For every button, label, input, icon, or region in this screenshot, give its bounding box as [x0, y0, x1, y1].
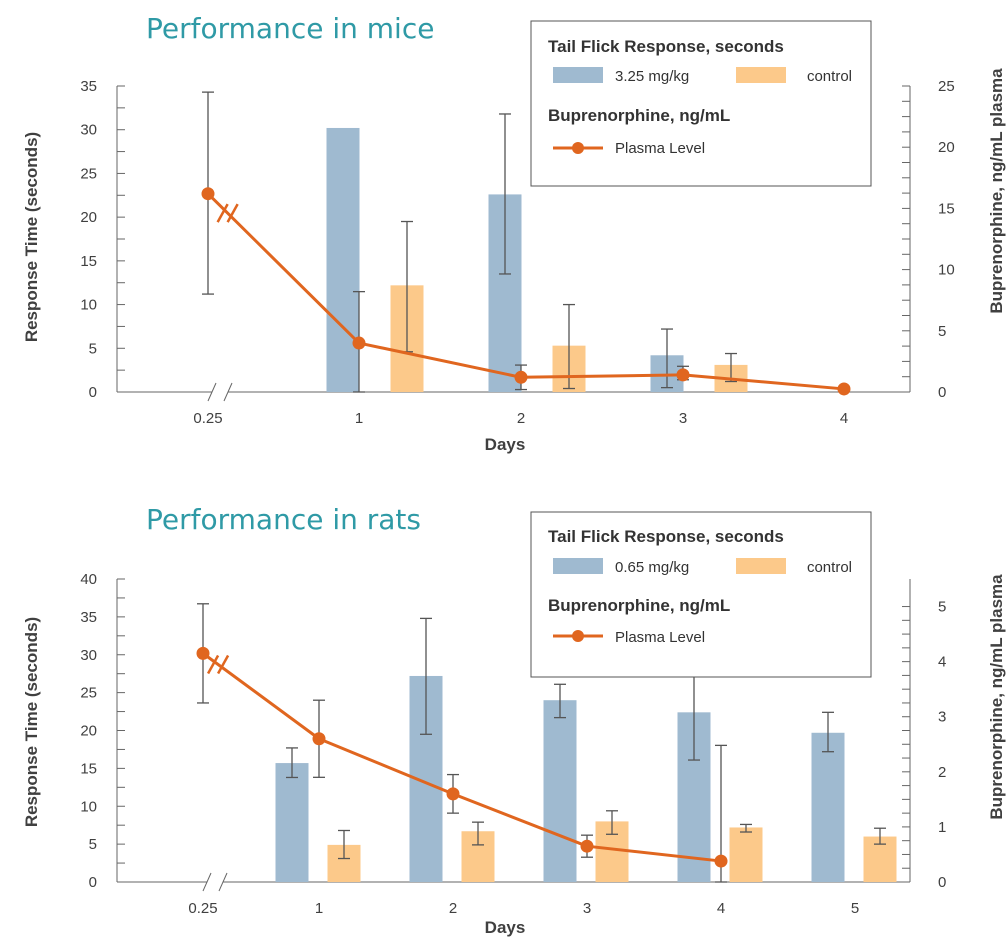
rats-x-tick-label: 3	[583, 900, 591, 917]
rats-y-axis-label: Response Time (seconds)	[22, 617, 41, 827]
mice-legend: Tail Flick Response, seconds 3.25 mg/kg …	[530, 20, 872, 187]
mice-plasma-point	[676, 368, 690, 382]
rats-y2-tick-label: 3	[938, 709, 946, 726]
rats-x-axis-break-mark	[202, 872, 212, 892]
rats-y2-tick-label: 4	[938, 654, 946, 671]
mice-y2-tick-label: 5	[938, 323, 946, 340]
rats-plasma-point	[312, 732, 326, 746]
mice-legend-box	[530, 20, 872, 187]
rats-plasma-point	[580, 839, 594, 853]
mice-y-tick-label: 25	[80, 165, 97, 182]
mice-y2-axis-label: Buprenorphine, ng/mL plasma	[987, 68, 1006, 314]
rats-legend: Tail Flick Response, seconds 0.65 mg/kg …	[530, 511, 872, 678]
rats-y-tick-label: 20	[80, 723, 97, 740]
rats-plasma-point	[714, 854, 728, 868]
mice-y2-tick-label: 0	[938, 384, 946, 401]
rats-x-axis-break-mark	[218, 872, 228, 892]
rats-bar-control	[729, 827, 763, 882]
mice-y2-tick-label: 20	[938, 139, 955, 156]
rats-y-tick-label: 35	[80, 609, 97, 626]
mice-bar-dose	[326, 127, 360, 393]
rats-bar-dose	[543, 700, 577, 882]
rats-bar-dose	[811, 732, 845, 882]
mice-legend-swatch-plasma-marker	[572, 142, 584, 154]
mice-legend-label-plasma: Plasma Level	[615, 140, 705, 157]
rats-x-tick-label: 4	[717, 900, 725, 917]
rats-x-tick-label: 1	[315, 900, 323, 917]
mice-plasma-point	[514, 370, 528, 384]
mice-y-tick-label: 0	[89, 384, 97, 401]
mice-y-tick-label: 35	[80, 78, 97, 95]
rats-y-tick-label: 25	[80, 685, 97, 702]
rats-legend-label-control: control	[807, 559, 852, 576]
mice-x-axis-break-mark	[223, 382, 233, 402]
rats-y-tick-label: 40	[80, 571, 97, 588]
rats-legend-swatch-plasma-marker	[572, 630, 584, 642]
rats-legend-swatch-control	[736, 558, 786, 574]
mice-x-tick-label: 0.25	[193, 410, 222, 427]
rats-y2-tick-label: 1	[938, 819, 946, 836]
mice-chart-title: Performance in mice	[146, 12, 434, 45]
rats-x-tick-label: 5	[851, 900, 859, 917]
mice-plasma-point	[352, 336, 366, 350]
mice-legend-label-control: control	[807, 68, 852, 85]
rats-x-tick-label: 0.25	[188, 900, 217, 917]
rats-y-tick-label: 10	[80, 798, 97, 815]
rats-plasma-line-break-mark	[216, 654, 230, 675]
mice-y-tick-label: 30	[80, 122, 97, 139]
mice-y2-tick-label: 25	[938, 78, 955, 95]
rats-bar-dose	[275, 763, 309, 882]
mice-legend-swatch-control	[736, 67, 786, 83]
rats-x-axis-label: Days	[485, 918, 526, 937]
rats-legend-label-plasma: Plasma Level	[615, 629, 705, 646]
rats-plasma-point	[446, 787, 460, 801]
mice-legend-label-dose: 3.25 mg/kg	[615, 68, 689, 85]
mice-x-tick-label: 4	[840, 410, 848, 427]
rats-y-tick-label: 5	[89, 836, 97, 853]
mice-plasma-point	[201, 187, 215, 201]
mice-x-tick-label: 1	[355, 410, 363, 427]
mice-x-tick-label: 3	[679, 410, 687, 427]
rats-y-tick-label: 0	[89, 874, 97, 891]
mice-y-tick-label: 20	[80, 209, 97, 226]
mice-plasma-line	[206, 192, 845, 391]
rats-legend-swatch-dose	[553, 558, 603, 574]
mice-y2-tick-label: 10	[938, 262, 955, 279]
rats-x-tick-label: 2	[449, 900, 457, 917]
rats-legend-line-header: Buprenorphine, ng/mL	[548, 596, 730, 615]
mice-x-axis-break-mark	[207, 382, 217, 402]
mice-legend-line-header: Buprenorphine, ng/mL	[548, 106, 730, 125]
rats-y2-axis-label: Buprenorphine, ng/mL plasma	[987, 574, 1006, 820]
rats-plasma-point	[196, 646, 210, 660]
rats-plasma-line-break-mark	[206, 654, 220, 675]
mice-plasma-line-break-mark	[226, 203, 239, 223]
mice-plasma-point	[837, 382, 851, 396]
mice-x-axis-label: Days	[485, 435, 526, 454]
mice-y-tick-label: 5	[89, 340, 97, 357]
mice-legend-swatch-dose	[553, 67, 603, 83]
mice-y2-tick-label: 15	[938, 200, 955, 217]
rats-y2-tick-label: 0	[938, 874, 946, 891]
mice-plasma-line-break-mark	[216, 203, 229, 223]
mice-x-tick-label: 2	[517, 410, 525, 427]
mice-y-tick-label: 15	[80, 253, 97, 270]
rats-y-tick-label: 15	[80, 760, 97, 777]
rats-chart-title: Performance in rats	[146, 503, 421, 536]
rats-legend-box	[530, 511, 872, 678]
mice-legend-bar-header: Tail Flick Response, seconds	[548, 37, 784, 56]
rats-y-tick-label: 30	[80, 647, 97, 664]
mice-y-tick-label: 10	[80, 297, 97, 314]
rats-y2-tick-label: 2	[938, 764, 946, 781]
rats-legend-bar-header: Tail Flick Response, seconds	[548, 527, 784, 546]
rats-y2-tick-label: 5	[938, 599, 946, 616]
mice-y-axis-label: Response Time (seconds)	[22, 132, 41, 342]
rats-legend-label-dose: 0.65 mg/kg	[615, 559, 689, 576]
